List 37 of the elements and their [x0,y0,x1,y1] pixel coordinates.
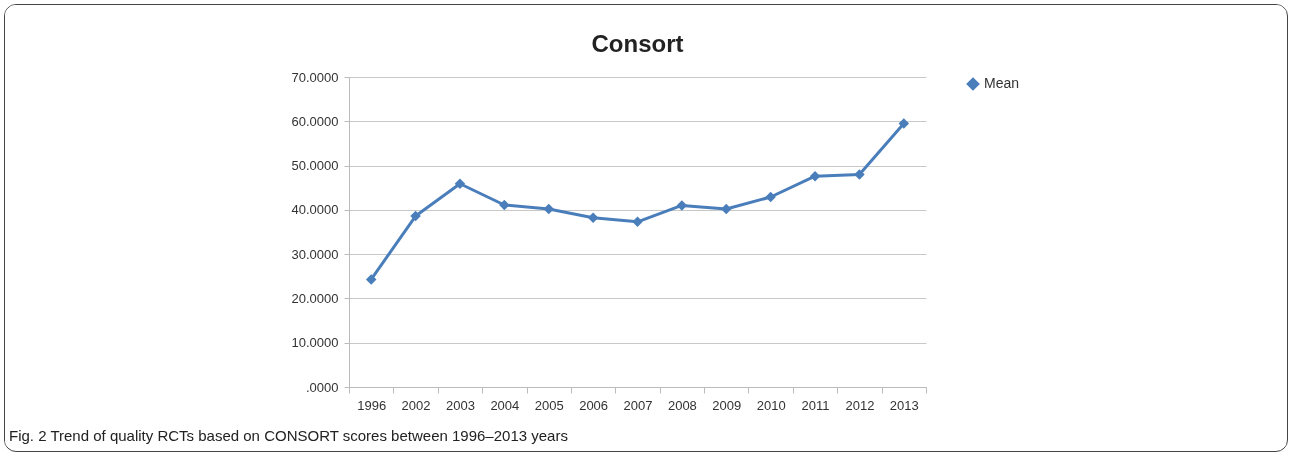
point [543,203,554,215]
x-tick-label: 2010 [756,397,786,413]
point [809,170,821,182]
y-tick-label: 20.0000 [291,290,339,306]
point [454,178,466,189]
y-tick-label: .0000 [305,379,339,395]
x-tick-label: 2004 [490,397,520,413]
x-tick-label: 2011 [801,397,830,413]
point [898,118,910,129]
y-tick-label: 50.0000 [291,158,339,174]
x-tick-label: 2012 [845,397,875,413]
point [499,199,510,211]
x-tick-label: 2008 [667,397,697,413]
y-tick-label: 60.0000 [291,113,339,129]
chart-title: Consort [591,30,684,57]
legend-label: Mean [984,75,1020,91]
x-tick-label: 2009 [712,397,742,413]
point [365,274,377,285]
y-tick-label: 70.0000 [291,69,339,85]
point [854,169,865,180]
point [765,191,776,203]
point [676,200,688,211]
x-tick-label: 2005 [534,397,564,413]
caption: Fig. 2 Trend of quality RCTs based on CONSORT scores between 1996–2013 years [9,427,568,444]
x-tick-label: 2013 [889,397,919,413]
y-tick-label: 40.0000 [291,202,339,218]
point [632,216,643,228]
y-tick-label: 30.0000 [291,246,339,262]
point [721,203,732,215]
x-tick-label: 2002 [401,397,431,413]
x-tick-label: 2007 [623,397,653,413]
y-tick-label: 10.0000 [291,335,339,351]
x-tick-label: 1996 [357,397,387,413]
point [410,210,421,222]
x-tick-label: 2003 [446,397,475,413]
x-tick-label: 2006 [579,397,609,413]
point [587,212,599,224]
